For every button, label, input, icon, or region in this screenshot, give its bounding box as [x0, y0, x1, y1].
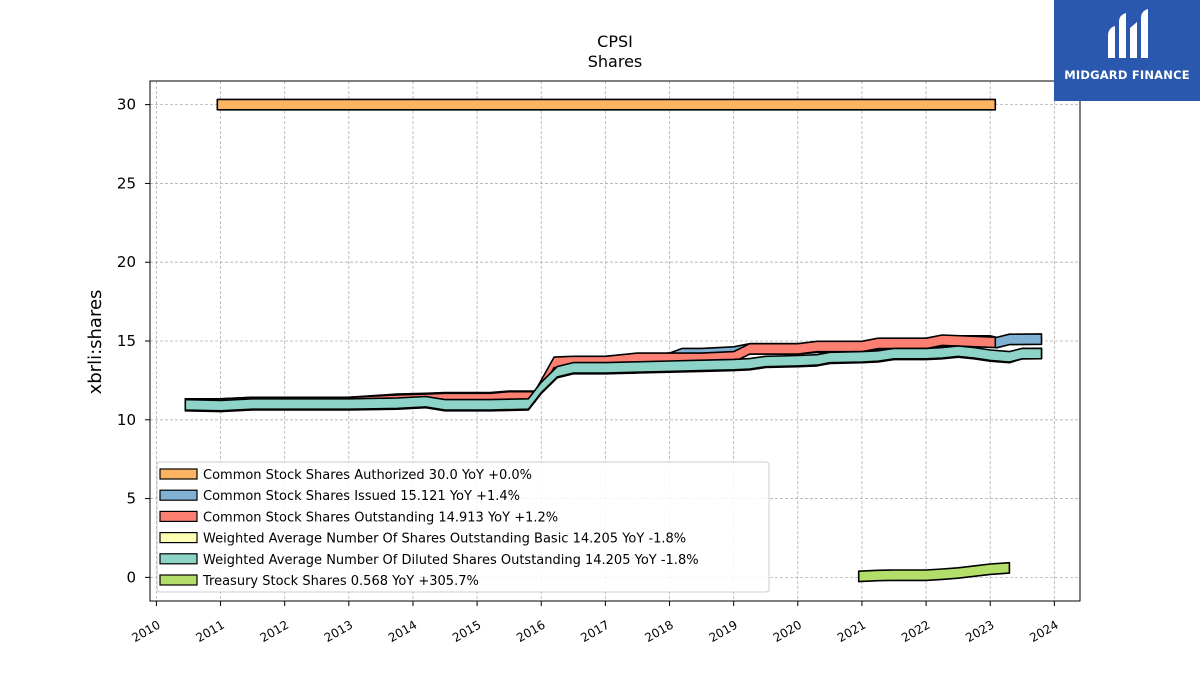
legend-label: Treasury Stock Shares 0.568 YoY +305.7% — [202, 574, 479, 589]
logo-wordmark: MIDGARD FINANCE — [1064, 68, 1190, 82]
legend-swatch — [159, 553, 198, 565]
x-axis: 2010 2011 2012 2013 2014 2015 2016 2017 2018 2019… — [129, 601, 1061, 645]
legend: Common Stock Shares Authorized 30.0 YoY … — [156, 461, 770, 593]
x-tick-label: 2024 — [1027, 618, 1060, 645]
legend-swatch — [159, 468, 198, 480]
series-band — [184, 345, 1043, 412]
legend-label: Common Stock Shares Authorized 30.0 YoY … — [203, 468, 532, 483]
x-tick-label: 2020 — [771, 618, 804, 645]
x-tick-label: 2016 — [514, 618, 547, 645]
y-axis: 0 5 10 15 20 25 30 — [117, 96, 150, 586]
y-tick-label: 0 — [126, 568, 136, 586]
chart-subtitle: Shares — [588, 52, 643, 71]
x-tick-label: 2019 — [707, 618, 740, 645]
legend-label: Common Stock Shares Issued 15.121 YoY +1… — [203, 489, 520, 504]
legend-swatch — [159, 510, 198, 522]
x-tick-label: 2014 — [386, 618, 419, 645]
legend-label: Weighted Average Number Of Shares Outsta… — [203, 532, 686, 547]
x-tick-label: 2023 — [963, 618, 996, 645]
series-band — [216, 98, 997, 111]
x-tick-label: 2011 — [193, 618, 226, 645]
midgard-finance-logo: MIDGARD FINANCE — [1054, 0, 1200, 101]
legend-label: Common Stock Shares Outstanding 14.913 Y… — [203, 510, 558, 525]
x-tick-label: 2022 — [899, 618, 932, 645]
legend-box — [156, 461, 770, 593]
chart-title: CPSI — [597, 32, 633, 51]
y-tick-label: 10 — [117, 411, 136, 429]
series-layer — [184, 98, 1043, 583]
y-axis-label: xbrli:shares — [85, 290, 106, 395]
y-tick-label: 5 — [126, 490, 136, 508]
legend-swatch — [159, 574, 198, 586]
series-band — [857, 561, 1011, 583]
legend-swatch — [159, 489, 198, 501]
legend-swatch — [159, 531, 198, 544]
x-tick-label: 2021 — [835, 618, 868, 645]
legend-label: Weighted Average Number Of Diluted Share… — [203, 553, 699, 568]
midgard-logo-icon — [1108, 9, 1148, 58]
y-tick-label: 30 — [117, 96, 136, 114]
x-tick-label: 2015 — [450, 618, 483, 645]
y-tick-label: 15 — [117, 332, 136, 350]
x-tick-label: 2010 — [129, 618, 162, 645]
x-tick-label: 2018 — [642, 618, 675, 645]
y-tick-label: 25 — [117, 174, 136, 192]
x-tick-label: 2013 — [322, 618, 355, 645]
x-tick-label: 2017 — [578, 618, 611, 645]
y-tick-label: 20 — [117, 253, 136, 271]
x-tick-label: 2012 — [258, 618, 291, 645]
